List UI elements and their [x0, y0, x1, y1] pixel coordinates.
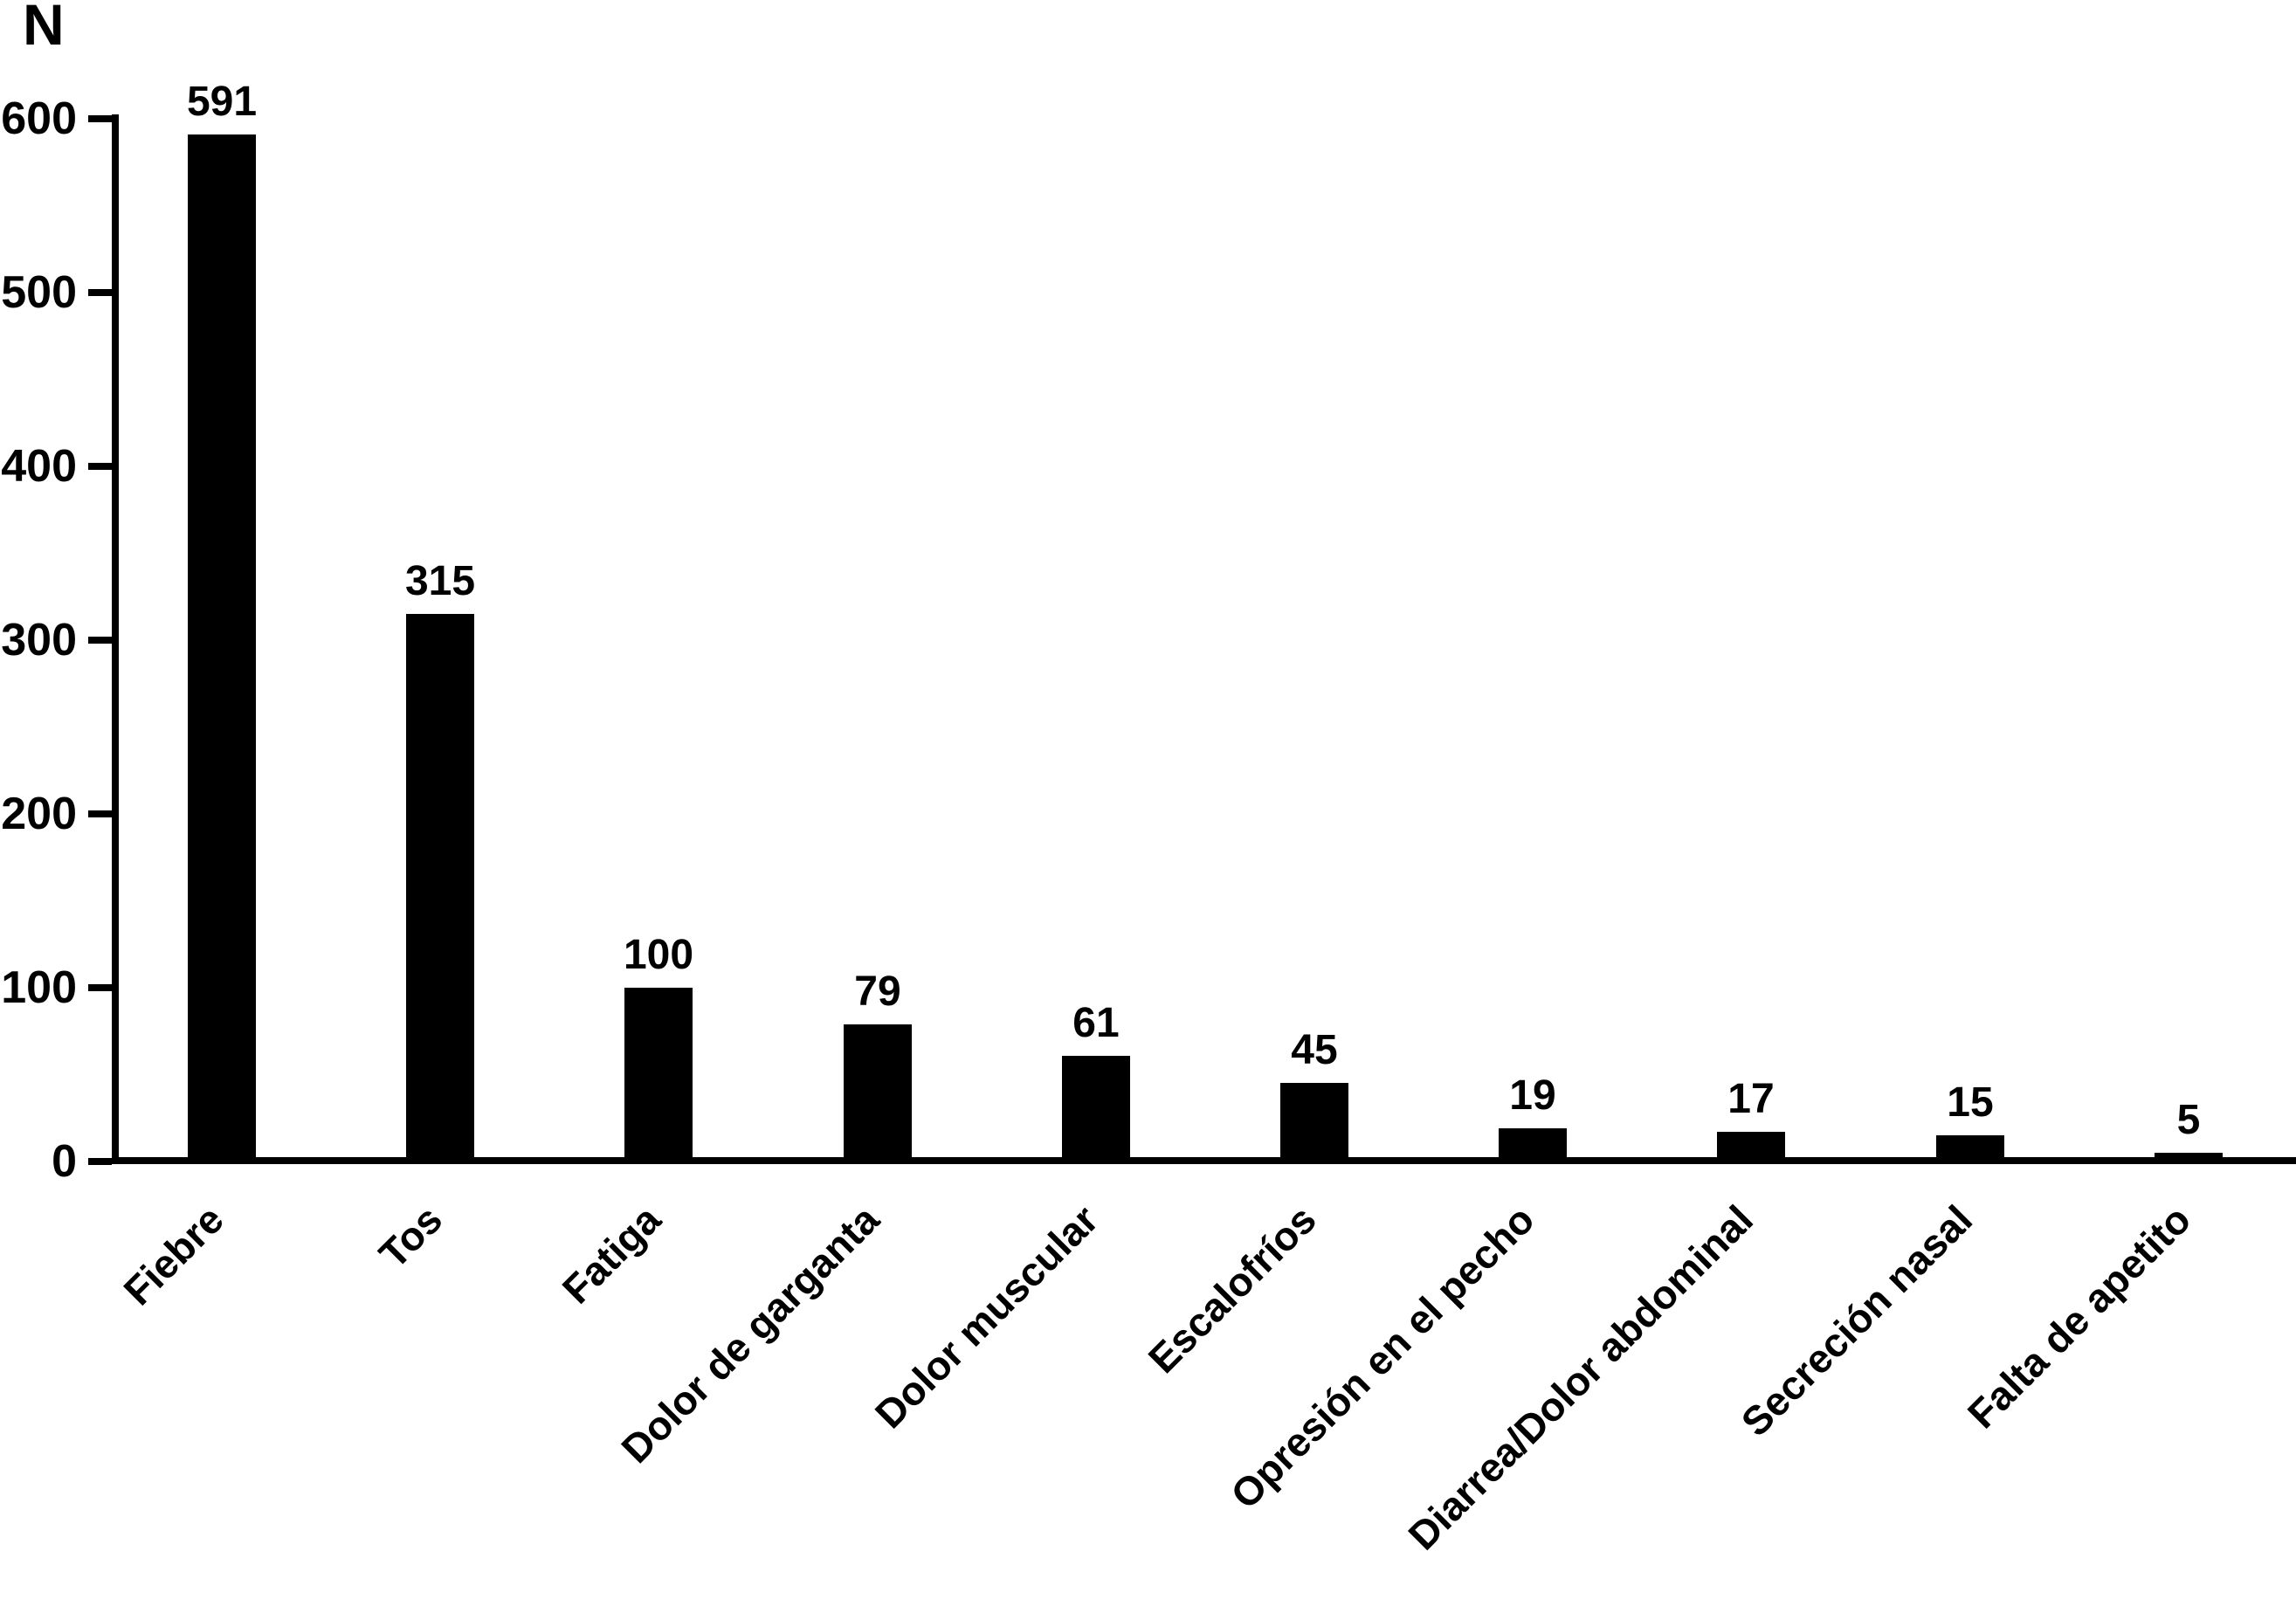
y-axis-title: N: [23, 0, 65, 57]
bar-value-label-6: 19: [1509, 1072, 1556, 1119]
y-axis-tick-400: [88, 463, 112, 470]
bar-9: [2155, 1153, 2223, 1161]
bar-value-label-9: 5: [2176, 1097, 2201, 1143]
bar-4: [1062, 1056, 1130, 1161]
x-category-label-9: Falta de apetito: [1958, 1196, 2199, 1437]
x-category-label-7: Diarrea/Dolor abdominal: [1399, 1196, 1762, 1559]
y-axis-tick-600: [88, 115, 112, 122]
y-axis-tick-label-100: 100: [1, 962, 77, 1013]
bar-6: [1499, 1128, 1567, 1161]
y-axis-tick-label-600: 600: [1, 93, 77, 144]
x-category-label-8: Secreción nasal: [1732, 1196, 1981, 1445]
x-category-label-0: Fiebre: [114, 1196, 232, 1314]
x-category-label-2: Fatiga: [553, 1196, 669, 1313]
y-axis-tick-label-500: 500: [1, 267, 77, 318]
x-category-label-4: Dolor muscular: [865, 1196, 1107, 1437]
bar-value-label-5: 45: [1291, 1027, 1338, 1073]
bar-value-label-7: 17: [1727, 1076, 1775, 1122]
y-axis-tick-label-0: 0: [52, 1136, 77, 1187]
bar-7: [1717, 1132, 1785, 1161]
bar-3: [844, 1024, 912, 1161]
y-axis-tick-200: [88, 810, 112, 817]
bar-value-label-3: 79: [854, 968, 901, 1015]
y-axis-tick-label-200: 200: [1, 789, 77, 839]
bar-5: [1280, 1083, 1348, 1161]
bar-value-label-2: 100: [623, 932, 694, 978]
bar-value-label-1: 315: [404, 558, 476, 604]
y-axis-tick-500: [88, 289, 112, 296]
bar-8: [1936, 1135, 2004, 1161]
bar-value-label-0: 591: [186, 79, 258, 125]
y-axis-tick-label-300: 300: [1, 615, 77, 665]
y-axis-tick-300: [88, 637, 112, 644]
y-axis-line: [112, 114, 119, 1164]
bar-1: [406, 614, 474, 1161]
x-axis-line: [112, 1157, 2296, 1164]
x-category-label-1: Tos: [369, 1196, 451, 1278]
bar-0: [188, 134, 256, 1161]
bar-value-label-4: 61: [1072, 1000, 1120, 1046]
x-category-label-5: Escalofríos: [1139, 1196, 1325, 1382]
y-axis-tick-0: [88, 1158, 112, 1165]
y-axis-tick-label-400: 400: [1, 441, 77, 492]
bar-2: [624, 988, 693, 1161]
bar-value-label-8: 15: [1947, 1079, 1994, 1126]
y-axis-tick-100: [88, 984, 112, 991]
